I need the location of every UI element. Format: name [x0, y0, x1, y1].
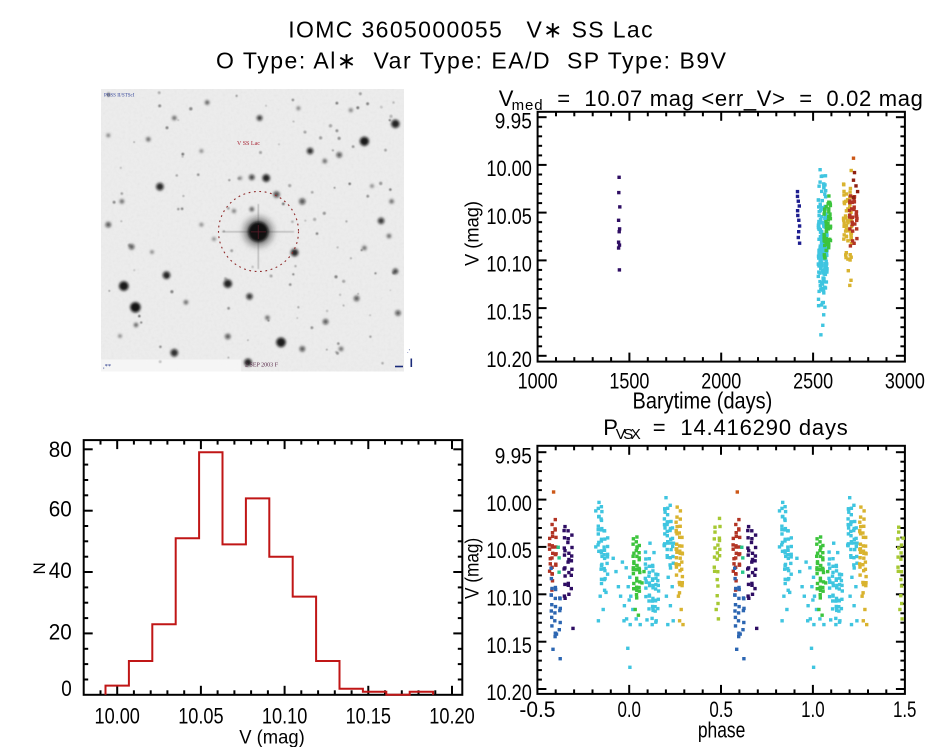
svg-text:IOMC 3605000055 V∗ SS Lac: IOMC 3605000055 V∗ SS Lac [288, 17, 652, 43]
svg-text:0.5: 0.5 [709, 697, 733, 722]
svg-text:60: 60 [49, 496, 72, 521]
svg-text:1000: 1000 [518, 368, 558, 393]
svg-text:2 SEP 2003 F: 2 SEP 2003 F [245, 363, 279, 369]
svg-text:10.10: 10.10 [262, 703, 307, 728]
svg-text:10.10: 10.10 [486, 252, 531, 277]
svg-text:VSX: VSX [616, 426, 641, 443]
svg-text:10.05: 10.05 [486, 204, 531, 229]
svg-text:10.20: 10.20 [486, 347, 531, 372]
svg-text:10.20: 10.20 [486, 680, 531, 705]
svg-text:phase: phase [698, 718, 746, 743]
svg-text:2000: 2000 [701, 368, 741, 393]
svg-text:80: 80 [49, 437, 72, 462]
svg-text:9.95: 9.95 [495, 108, 532, 133]
svg-text:1.0: 1.0 [801, 697, 825, 722]
svg-text:2500: 2500 [793, 368, 833, 393]
svg-text:10.05: 10.05 [486, 538, 531, 563]
svg-text:Barytime (days): Barytime (days) [633, 387, 773, 413]
svg-text:10.15: 10.15 [486, 633, 531, 658]
svg-text:-0.5: -0.5 [519, 697, 555, 722]
svg-text:10.00: 10.00 [486, 156, 531, 181]
svg-text:10.00: 10.00 [95, 703, 140, 728]
svg-text:10.00: 10.00 [486, 491, 531, 516]
svg-text:V (mag): V (mag) [239, 728, 305, 747]
svg-text:O Type: Al∗ Var Type: EA/D S: O Type: Al∗ Var Type: EA/D SP Type: B9V [216, 48, 727, 74]
svg-text:V (mag): V (mag) [463, 538, 484, 599]
svg-text:40: 40 [49, 558, 72, 583]
svg-text:3000: 3000 [885, 368, 925, 393]
svg-text:P: P [603, 415, 618, 440]
svg-text:.': .' [407, 348, 410, 355]
svg-text:10.10: 10.10 [486, 586, 531, 611]
svg-text:10.05: 10.05 [178, 703, 223, 728]
svg-text:= 14.416290 days: = 14.416290 days [653, 415, 848, 440]
svg-text:V (mag): V (mag) [463, 201, 484, 266]
svg-text:9.95: 9.95 [495, 443, 532, 468]
svg-text:= 10.07 mag <err_V> = 0.02: = 10.07 mag <err_V> = 0.02 mag [557, 86, 923, 111]
svg-text:POSS II/STScI: POSS II/STScI [104, 94, 135, 99]
svg-text:V SS Lac: V SS Lac [237, 141, 260, 147]
svg-text:10.15: 10.15 [346, 703, 391, 728]
svg-text:N: N [30, 562, 49, 574]
svg-text:0: 0 [61, 676, 72, 701]
svg-text:1.5: 1.5 [893, 697, 917, 722]
svg-text:10.15: 10.15 [486, 299, 531, 324]
svg-text:V: V [499, 86, 514, 111]
svg-text:10.20: 10.20 [429, 703, 474, 728]
svg-text:20: 20 [49, 620, 72, 645]
svg-text:med: med [512, 97, 543, 114]
svg-text:0.0: 0.0 [617, 697, 641, 722]
svg-text:,**: ,** [103, 363, 111, 370]
svg-text:1500: 1500 [609, 368, 649, 393]
